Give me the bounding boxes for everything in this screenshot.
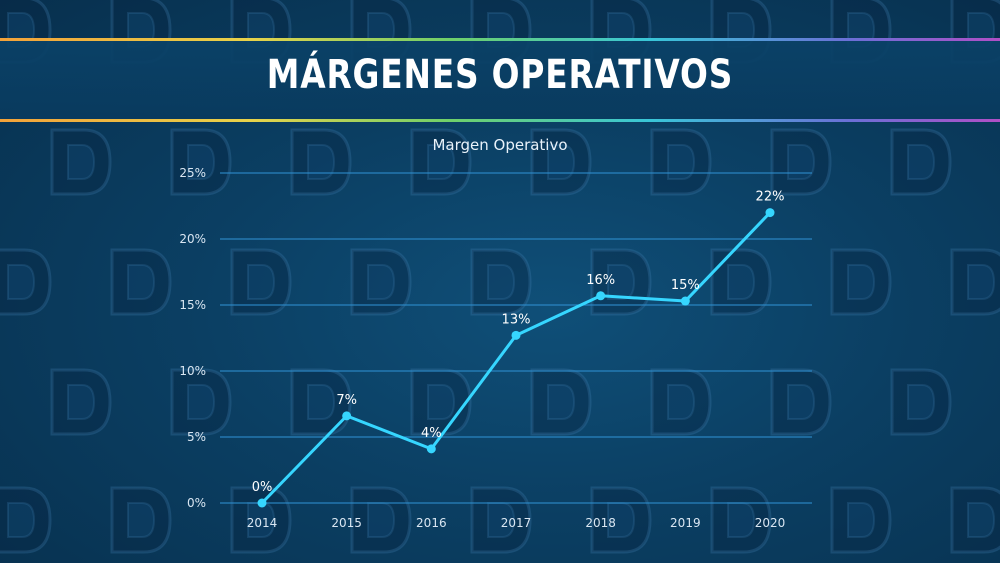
- banner-bottom-stripe: [0, 119, 1000, 122]
- banner-top-stripe: [0, 38, 1000, 41]
- data-point: [765, 208, 775, 218]
- x-tick-label: 2015: [331, 516, 362, 530]
- y-tick-label: 15%: [179, 298, 206, 312]
- y-tick-label: 20%: [179, 232, 206, 246]
- data-point: [680, 296, 690, 306]
- x-tick-label: 2018: [585, 516, 616, 530]
- data-label: 22%: [756, 190, 785, 205]
- data-label: 16%: [586, 273, 615, 288]
- data-point: [426, 444, 436, 454]
- series-line: [260, 211, 772, 505]
- x-tick-label: 2016: [416, 516, 447, 530]
- data-label: 7%: [336, 393, 357, 408]
- x-tick-label: 2017: [501, 516, 532, 530]
- page-title: MÁRGENES OPERATIVOS: [266, 52, 734, 98]
- data-label: 15%: [671, 278, 700, 293]
- chart-title: Margen Operativo: [432, 136, 567, 154]
- y-tick-label: 25%: [179, 166, 206, 180]
- y-tick-label: 5%: [187, 430, 206, 444]
- data-label: 4%: [421, 426, 442, 441]
- data-label: 0%: [252, 480, 273, 495]
- x-tick-label: 2014: [247, 516, 278, 530]
- data-label: 13%: [502, 312, 531, 327]
- data-point: [257, 498, 267, 508]
- y-tick-label: 10%: [179, 364, 206, 378]
- data-point: [511, 330, 521, 340]
- title-banner: [0, 38, 1000, 122]
- data-point: [342, 411, 352, 421]
- x-tick-label: 2020: [755, 516, 786, 530]
- x-tick-label: 2019: [670, 516, 701, 530]
- data-point: [596, 291, 606, 301]
- y-tick-label: 0%: [187, 496, 206, 510]
